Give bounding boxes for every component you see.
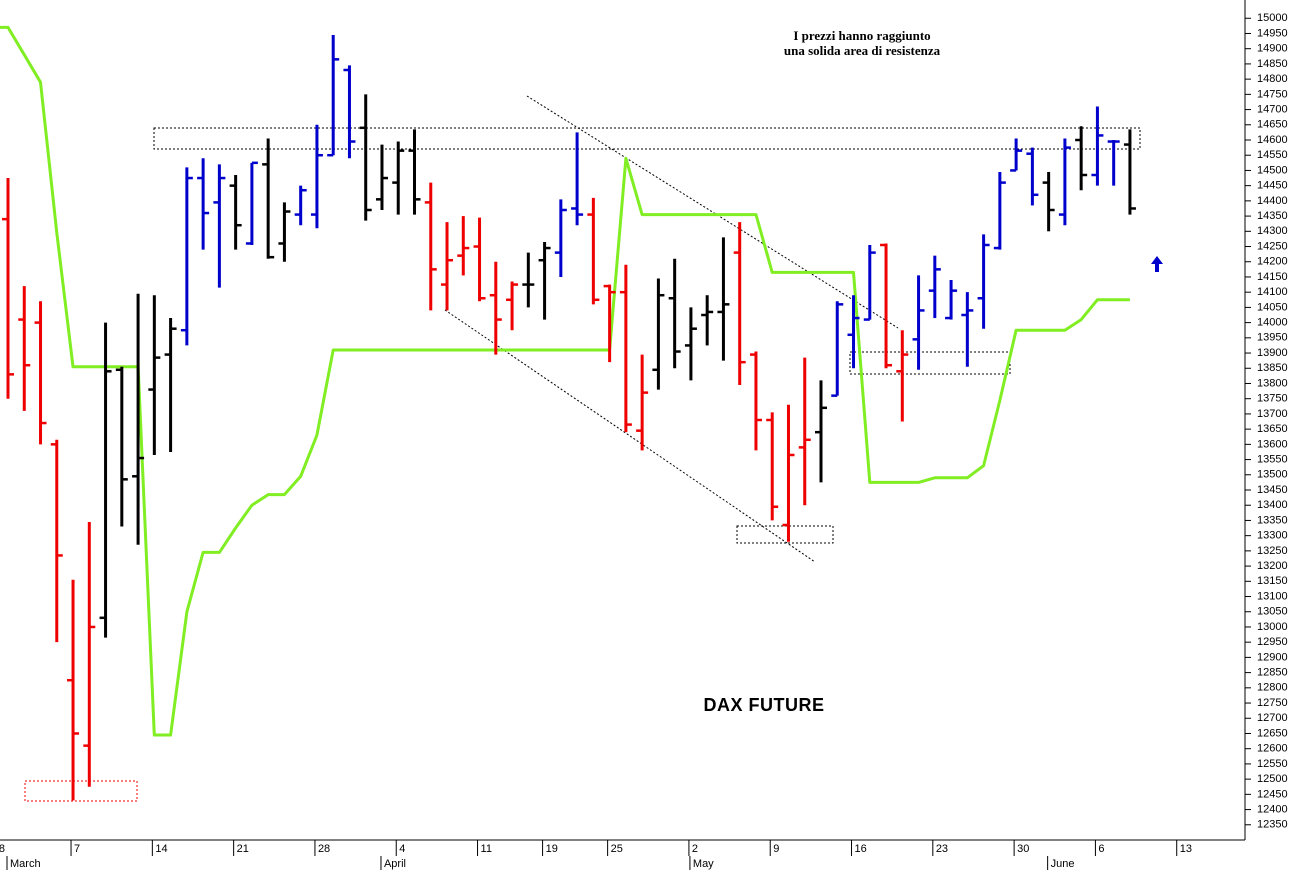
y-tick-label: 14450 — [1257, 180, 1288, 192]
y-tick-label: 13100 — [1257, 590, 1288, 602]
y-tick-label: 13400 — [1257, 499, 1288, 511]
x-tick-label: 4 — [399, 843, 405, 855]
support-zone — [849, 351, 1011, 375]
x-tick-label: 9 — [773, 843, 779, 855]
y-tick-label: 14700 — [1257, 103, 1288, 115]
y-tick-label: 13650 — [1257, 423, 1288, 435]
y-tick-label: 14000 — [1257, 317, 1288, 329]
month-label: May — [693, 858, 714, 870]
x-tick-label: 13 — [1180, 843, 1192, 855]
x-tick-label: 21 — [237, 843, 249, 855]
y-tick-label: 14550 — [1257, 149, 1288, 161]
x-tick-label: 25 — [611, 843, 623, 855]
x-tick-label: 7 — [74, 843, 80, 855]
month-label: April — [384, 858, 406, 870]
y-tick-label: 12800 — [1257, 682, 1288, 694]
resistance-zone — [153, 127, 1141, 150]
y-tick-label: 13850 — [1257, 362, 1288, 374]
x-tick-label: 28 — [318, 843, 330, 855]
y-tick-label: 14050 — [1257, 301, 1288, 313]
y-tick-label: 13550 — [1257, 453, 1288, 465]
y-tick-label: 12450 — [1257, 788, 1288, 800]
y-tick-label: 12900 — [1257, 651, 1288, 663]
x-tick-label: 2 — [692, 843, 698, 855]
y-tick-label: 13600 — [1257, 438, 1288, 450]
trend-line — [444, 309, 816, 563]
y-tick-label: 12350 — [1257, 819, 1288, 831]
x-tick-label: 14 — [155, 843, 167, 855]
month-label: March — [10, 858, 41, 870]
y-tick-label: 13250 — [1257, 545, 1288, 557]
y-tick-label: 12600 — [1257, 743, 1288, 755]
trend-line — [526, 95, 899, 329]
y-tick-label: 13200 — [1257, 560, 1288, 572]
y-tick-label: 12650 — [1257, 727, 1288, 739]
x-tick-label: 16 — [855, 843, 867, 855]
y-tick-label: 14400 — [1257, 195, 1288, 207]
y-tick-label: 13000 — [1257, 621, 1288, 633]
y-tick-label: 14750 — [1257, 88, 1288, 100]
annotation: I prezzi hanno raggiunto — [793, 28, 930, 43]
y-tick-label: 12400 — [1257, 803, 1288, 815]
y-tick-label: 13950 — [1257, 332, 1288, 344]
month-label: June — [1051, 858, 1075, 870]
arrow-icon — [1151, 256, 1163, 272]
annotation-shapes — [24, 95, 1141, 802]
x-tick-label: 30 — [1017, 843, 1029, 855]
y-tick-label: 13750 — [1257, 393, 1288, 405]
y-tick-label: 14850 — [1257, 58, 1288, 70]
y-tick-label: 14600 — [1257, 134, 1288, 146]
annotation: una solida area di resistenza — [784, 43, 941, 58]
y-tick-label: 12550 — [1257, 758, 1288, 770]
y-tick-label: 13500 — [1257, 469, 1288, 481]
y-tick-label: 14650 — [1257, 119, 1288, 131]
march-low-zone — [24, 780, 138, 802]
up-arrow — [1151, 256, 1163, 272]
y-tick-label: 14800 — [1257, 73, 1288, 85]
y-tick-label: 12950 — [1257, 636, 1288, 648]
y-tick-label: 14350 — [1257, 210, 1288, 222]
y-tick-label: 14300 — [1257, 225, 1288, 237]
x-tick-label: 11 — [481, 843, 492, 855]
y-tick-label: 14950 — [1257, 27, 1288, 39]
y-tick-label: 14500 — [1257, 164, 1288, 176]
y-tick-label: 12700 — [1257, 712, 1288, 724]
y-tick-label: 13900 — [1257, 347, 1288, 359]
x-tick-label: 19 — [546, 843, 558, 855]
x-tick-label: 23 — [936, 843, 948, 855]
y-tick-label: 13700 — [1257, 408, 1288, 420]
y-tick-label: 13150 — [1257, 575, 1288, 587]
y-tick-label: 14900 — [1257, 43, 1288, 55]
y-tick-label: 12750 — [1257, 697, 1288, 709]
y-tick-label: 12500 — [1257, 773, 1288, 785]
y-tick-label: 14150 — [1257, 271, 1288, 283]
y-tick-label: 15000 — [1257, 12, 1288, 24]
x-tick-label: 6 — [1098, 843, 1104, 855]
y-tick-label: 13450 — [1257, 484, 1288, 496]
y-tick-label: 13800 — [1257, 377, 1288, 389]
y-tick-label: 13300 — [1257, 530, 1288, 542]
y-tick-label: 12850 — [1257, 667, 1288, 679]
y-tick-label: 13350 — [1257, 514, 1288, 526]
y-tick-label: 14100 — [1257, 286, 1288, 298]
stop-line — [0, 25, 1130, 737]
x-tick-label: 28 — [0, 843, 5, 855]
y-tick-label: 13050 — [1257, 606, 1288, 618]
y-tick-label: 14250 — [1257, 240, 1288, 252]
y-tick-label: 14200 — [1257, 256, 1288, 268]
chart-title: DAX FUTURE — [704, 695, 825, 715]
